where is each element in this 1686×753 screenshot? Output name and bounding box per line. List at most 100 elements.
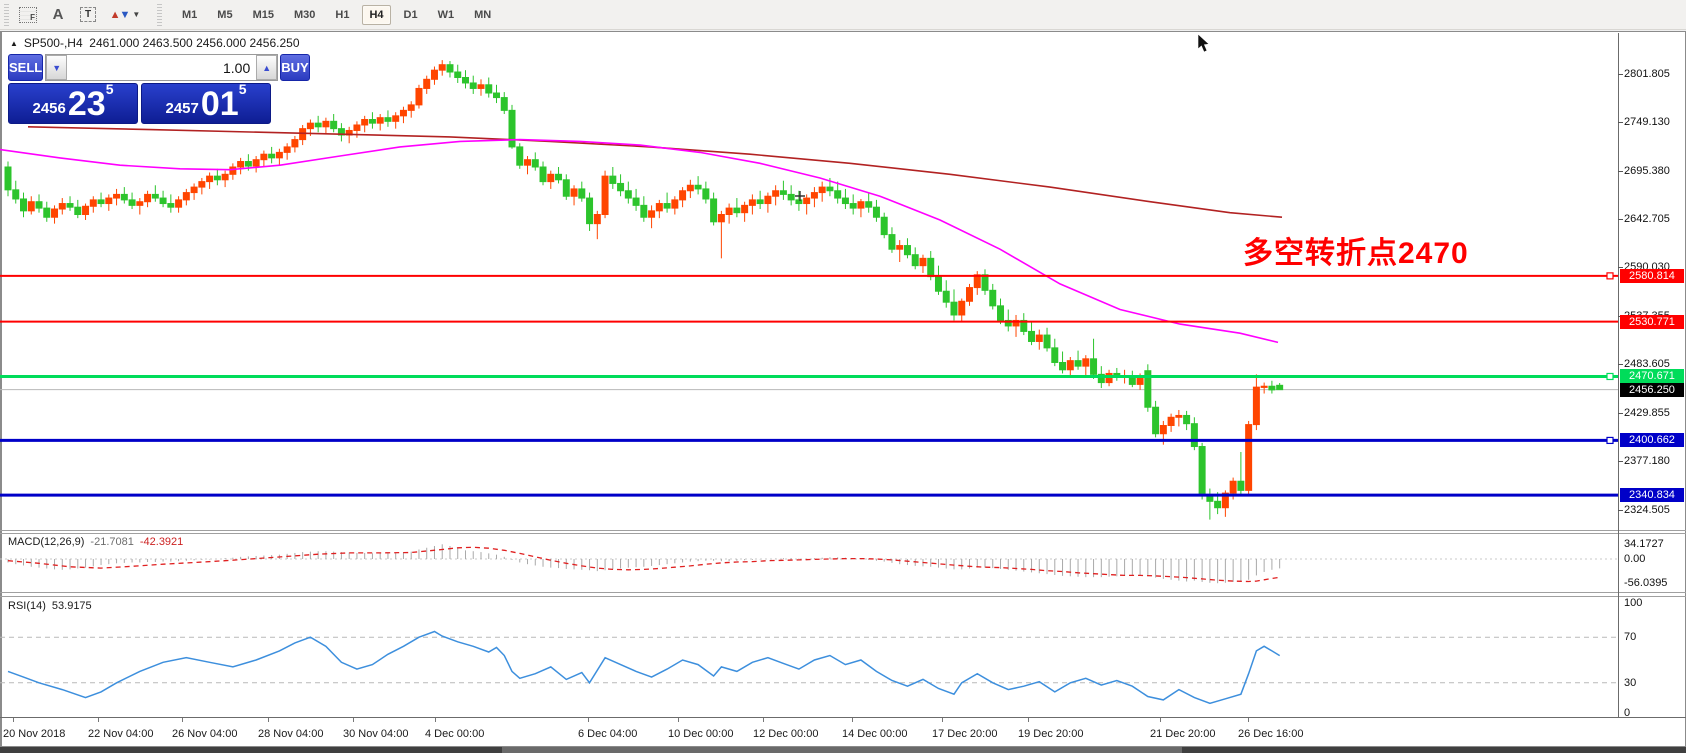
time-tick-mark — [353, 718, 354, 722]
time-tick-mark — [588, 718, 589, 722]
fibonacci-icon[interactable]: F — [15, 3, 41, 27]
time-tick-label: 19 Dec 20:00 — [1018, 728, 1084, 740]
rsi-axis-label: 100 — [1624, 597, 1643, 609]
time-tick-label: 20 Nov 2018 — [3, 728, 66, 740]
time-tick-mark — [182, 718, 183, 722]
macd-axis-label: 34.1727 — [1624, 538, 1664, 550]
volume-increase-button[interactable]: ▲ — [256, 55, 278, 80]
price-tick-label: 2483.605 — [1624, 358, 1670, 370]
price-tick-label: 2642.705 — [1624, 213, 1670, 225]
price-line-label: 2400.662 — [1620, 433, 1684, 448]
rsi-panel-plot[interactable] — [0, 597, 1618, 717]
macd-label: MACD(12,26,9) -21.7081 -42.3921 — [8, 536, 184, 548]
price-tick-label: 2377.180 — [1624, 455, 1670, 467]
time-tick-mark — [763, 718, 764, 722]
price-tick-label: 2749.130 — [1624, 116, 1670, 128]
time-tick-mark — [435, 718, 436, 722]
time-tick-mark — [268, 718, 269, 722]
price-tick-mark — [1618, 267, 1623, 268]
toolbar-grip-2[interactable] — [157, 3, 162, 26]
time-tick-label: 4 Dec 00:00 — [425, 728, 485, 740]
panel-splitter[interactable] — [0, 530, 1686, 531]
buy-button[interactable]: BUY — [280, 54, 310, 81]
window-bottom-edge — [0, 747, 1686, 753]
price-tick-label: 2801.805 — [1624, 68, 1670, 80]
time-tick-mark — [852, 718, 853, 722]
time-tick-mark — [13, 718, 14, 722]
timeframe-m1[interactable]: M1 — [182, 8, 198, 21]
macd-axis-label: 0.00 — [1624, 553, 1646, 565]
time-tick-label: 28 Nov 04:00 — [258, 728, 324, 740]
timeframe-h1[interactable]: H1 — [335, 8, 350, 21]
time-tick-label: 26 Nov 04:00 — [172, 728, 238, 740]
time-axis-line — [0, 717, 1686, 718]
rsi-axis-label: 0 — [1624, 707, 1631, 719]
chart-annotation-text: 多空转折点2470 — [1243, 237, 1469, 270]
collapse-panel-icon[interactable]: ▲ — [10, 39, 18, 48]
ohlc-values: 2461.000 2463.500 2456.000 2456.250 — [89, 36, 300, 50]
text-label-icon[interactable]: T — [75, 3, 101, 27]
rsi-label: RSI(14) 53.9175 — [8, 600, 92, 612]
text-icon[interactable]: A — [52, 6, 64, 23]
time-tick-label: 17 Dec 20:00 — [932, 728, 998, 740]
arrows-icon[interactable]: ▲▼ ▼ — [109, 8, 141, 21]
timeframe-m30[interactable]: M30 — [293, 8, 316, 21]
time-tick-label: 6 Dec 04:00 — [578, 728, 638, 740]
price-tick-mark — [1618, 364, 1623, 365]
price-line-label: 2470.671 — [1620, 369, 1684, 384]
price-line-label: 2530.771 — [1620, 314, 1684, 329]
time-tick-label: 26 Dec 16:00 — [1238, 728, 1304, 740]
time-tick-mark — [678, 718, 679, 722]
panel-splitter-2[interactable] — [0, 592, 1686, 593]
symbol-period: SP500-,H4 — [23, 36, 83, 50]
price-line-label: 2340.834 — [1620, 488, 1684, 503]
time-tick-mark — [98, 718, 99, 722]
time-tick-mark — [1028, 718, 1029, 722]
timeframe-d1[interactable]: D1 — [403, 8, 418, 21]
chart-window[interactable] — [0, 31, 1686, 747]
timeframe-m5[interactable]: M5 — [217, 8, 233, 21]
time-tick-mark — [1248, 718, 1249, 722]
time-tick-label: 14 Dec 00:00 — [842, 728, 908, 740]
sell-button[interactable]: SELL — [8, 54, 44, 81]
timeframe-m15[interactable]: M15 — [252, 8, 274, 21]
macd-panel-top-border — [0, 533, 1686, 534]
price-tick-label: 2324.505 — [1624, 504, 1670, 516]
macd-panel-plot[interactable] — [0, 533, 1618, 592]
rsi-axis-label: 30 — [1624, 677, 1637, 689]
price-tick-mark — [1618, 122, 1623, 123]
price-tick-mark — [1618, 510, 1623, 511]
volume-stepper: ▼ ▲ — [45, 54, 279, 81]
macd-axis-label: -56.0395 — [1624, 577, 1668, 589]
chevron-down-icon[interactable]: ▼ — [132, 10, 141, 19]
time-tick-label: 22 Nov 04:00 — [88, 728, 154, 740]
volume-decrease-button[interactable]: ▼ — [46, 55, 68, 80]
price-axis-line — [1618, 33, 1619, 717]
time-tick-label: 12 Dec 00:00 — [753, 728, 819, 740]
price-tick-mark — [1618, 171, 1623, 172]
timeframe-buttons: M1 M5 M15 M30 H1 H4 D1 W1 MN — [172, 0, 501, 30]
time-tick-label: 30 Nov 04:00 — [343, 728, 409, 740]
timeframe-h4[interactable]: H4 — [362, 4, 391, 25]
price-tick-label: 2695.380 — [1624, 165, 1670, 177]
time-tick-label: 21 Dec 20:00 — [1150, 728, 1216, 740]
buy-price[interactable]: 2457 01 5 — [141, 82, 271, 124]
time-tick-label: 10 Dec 00:00 — [668, 728, 734, 740]
price-chart-plot[interactable] — [0, 33, 1618, 529]
toolbar-grip[interactable] — [4, 3, 9, 26]
sell-price[interactable]: 2456 23 5 — [8, 82, 138, 124]
timeframe-mn[interactable]: MN — [474, 8, 492, 21]
price-tick-label: 2429.855 — [1624, 407, 1670, 419]
chart-title: ▲ SP500-,H4 2461.000 2463.500 2456.000 24… — [10, 36, 300, 50]
time-tick-mark — [1160, 718, 1161, 722]
price-tick-mark — [1618, 74, 1623, 75]
toolbar: F A T ▲▼ ▼ M1 M5 M15 M30 H1 H4 D1 W1 MN — [0, 0, 1686, 30]
volume-input[interactable] — [67, 55, 257, 80]
price-tick-mark — [1618, 219, 1623, 220]
rsi-axis-label: 70 — [1624, 631, 1637, 643]
current-price-label: 2456.250 — [1620, 382, 1684, 397]
timeframe-w1[interactable]: W1 — [437, 8, 455, 21]
price-line-label: 2580.814 — [1620, 268, 1684, 283]
price-tick-mark — [1618, 461, 1623, 462]
time-tick-mark — [942, 718, 943, 722]
